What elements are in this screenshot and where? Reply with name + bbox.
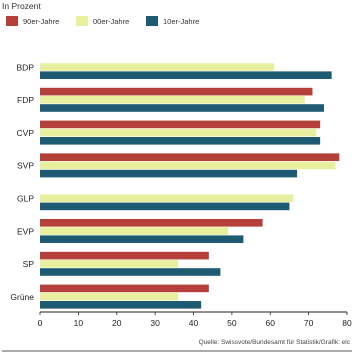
x-tick-label-4: 40 — [189, 318, 199, 328]
bar-CVP-2 — [40, 137, 321, 145]
bar-Grüne-0 — [40, 284, 209, 293]
bar-FDP-0 — [40, 87, 313, 96]
bar-BDP-1 — [40, 63, 275, 71]
legend-swatch-1 — [76, 16, 88, 26]
x-tick-label-5: 50 — [227, 318, 237, 328]
bar-FDP-1 — [40, 96, 305, 104]
category-label-3: SVP — [17, 161, 34, 171]
bar-EVP-2 — [40, 235, 244, 243]
bar-CVP-1 — [40, 128, 317, 137]
bar-CVP-0 — [40, 120, 321, 129]
unit-label: In Prozent — [2, 1, 41, 11]
category-label-0: BDP — [17, 62, 35, 72]
x-tick-label-8: 80 — [342, 318, 352, 328]
category-label-7: Grüne — [10, 292, 34, 302]
legend: 90er-Jahre 00er-Jahre 10er-Jahre — [6, 16, 199, 26]
category-label-6: SP — [23, 259, 35, 269]
bar-Grüne-1 — [40, 292, 179, 301]
bar-BDP-2 — [40, 71, 332, 79]
bar-SVP-0 — [40, 153, 340, 161]
bar-SP-1 — [40, 260, 179, 268]
legend-swatch-2 — [146, 16, 158, 26]
source-note: Quelle: Swissvote/Bundesamt für Statisti… — [199, 339, 351, 346]
bars — [40, 63, 340, 309]
x-tick-label-6: 60 — [266, 318, 276, 328]
category-labels: BDP FDP CVP SVP GLP EVP SP Grüne — [10, 62, 34, 302]
category-label-4: GLP — [17, 194, 34, 204]
bar-FDP-2 — [40, 104, 324, 112]
legend-label-1: 00er-Jahre — [93, 17, 129, 26]
bar-SVP-1 — [40, 161, 336, 170]
category-label-2: CVP — [17, 128, 35, 138]
bar-EVP-0 — [40, 219, 263, 227]
bar-SP-2 — [40, 268, 221, 276]
bar-GLP-1 — [40, 194, 294, 202]
legend-label-2: 10er-Jahre — [163, 17, 199, 26]
bar-SVP-2 — [40, 169, 298, 178]
x-tick-label-2: 20 — [112, 318, 122, 328]
bar-Grüne-2 — [40, 301, 202, 309]
x-tick-label-0: 0 — [38, 318, 43, 328]
legend-swatch-0 — [6, 16, 18, 26]
x-axis-ticks: 0 10 20 30 40 50 60 70 80 — [38, 312, 352, 328]
x-tick-label-7: 70 — [304, 318, 314, 328]
bar-SP-0 — [40, 251, 209, 260]
bar-EVP-1 — [40, 227, 229, 235]
category-label-5: EVP — [17, 226, 34, 236]
category-label-1: FDP — [17, 95, 34, 105]
bar-GLP-2 — [40, 202, 290, 211]
x-tick-label-3: 30 — [150, 318, 160, 328]
x-tick-label-1: 10 — [74, 318, 84, 328]
legend-label-0: 90er-Jahre — [23, 17, 59, 26]
